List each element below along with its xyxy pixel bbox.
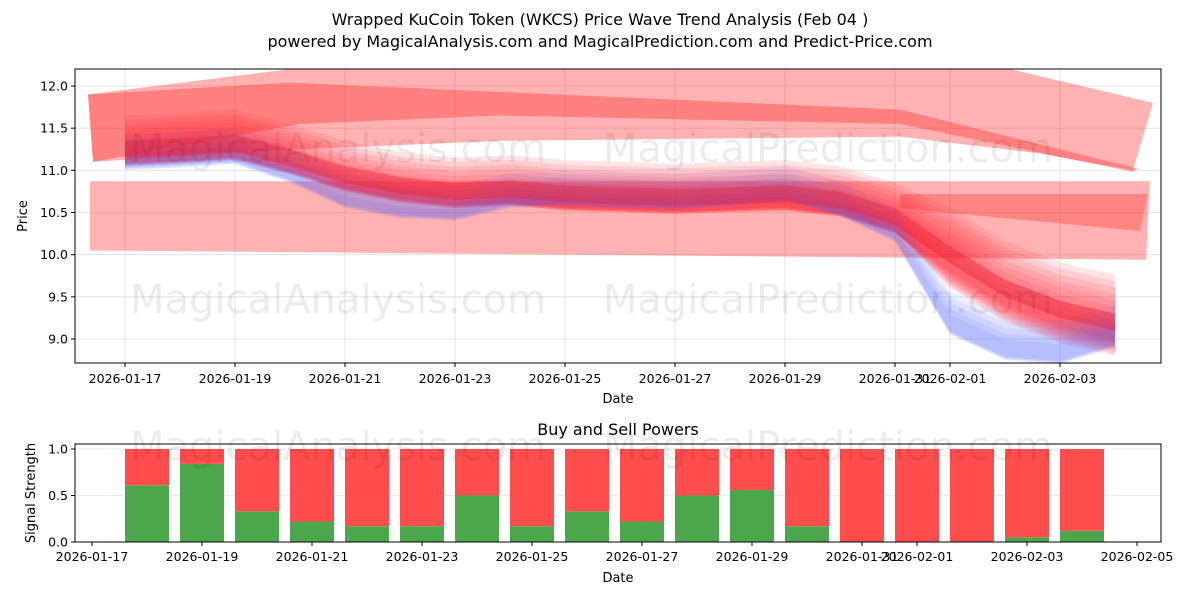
price-x-tick: 2026-01-17 (89, 371, 162, 386)
watermark-prediction-top: MagicalPrediction.com (603, 126, 1053, 172)
buy-bar (180, 463, 224, 542)
signal-x-tick: 2026-02-05 (1101, 549, 1174, 564)
signal-x-tick: 2026-01-27 (606, 549, 679, 564)
signal-y-tick: 0.5 (48, 488, 68, 503)
buy-bar (345, 526, 389, 542)
sell-bar (180, 449, 224, 464)
price-x-tick: 2026-01-31 (859, 371, 932, 386)
buy-bar (125, 485, 169, 542)
price-y-tick: 12.0 (40, 79, 68, 94)
price-x-tick: 2026-01-25 (529, 371, 602, 386)
buy-sell-title: Buy and Sell Powers (537, 420, 699, 439)
signal-x-tick: 2026-01-29 (716, 549, 789, 564)
buy-bar (675, 495, 719, 542)
signal-x-axis: 2026-01-17 2026-01-19 2026-01-21 2026-01-23… (56, 542, 1174, 564)
price-y-tick: 11.5 (40, 121, 68, 136)
buy-bar (620, 521, 664, 542)
chart-subtitle: powered by MagicalAnalysis.com and Magic… (267, 32, 933, 51)
buy-bar (290, 521, 334, 542)
sell-bar (895, 449, 939, 542)
price-y-label: Price (16, 200, 31, 232)
signal-x-tick: 2026-02-01 (881, 549, 954, 564)
price-y-axis: 9.0 9.5 10.0 10.5 11.0 11.5 12.0 (40, 79, 75, 347)
price-y-tick: 10.5 (40, 205, 68, 220)
signal-y-tick: 1.0 (48, 442, 68, 457)
price-x-tick: 2026-01-19 (199, 371, 272, 386)
buy-bar (235, 511, 279, 542)
sell-bar (730, 449, 774, 490)
watermark-analysis-bottom: MagicalAnalysis.com (130, 424, 546, 470)
buy-bar (565, 511, 609, 542)
price-bands (88, 69, 1153, 363)
price-axes-frame (74, 68, 1162, 364)
buy-sell-chart: Buy and Sell Powers MagicalAnalysis.com … (24, 420, 1173, 586)
price-x-axis: 2026-01-17 2026-01-19 2026-01-21 2026-01-23… (89, 363, 1097, 386)
signal-x-tick: 2026-01-25 (496, 549, 569, 564)
watermark-analysis-top: MagicalAnalysis.com (130, 126, 546, 172)
watermark-layer-bottom: MagicalAnalysis.com MagicalPrediction.co… (130, 424, 1053, 470)
watermark-prediction-mid: MagicalPrediction.com (603, 277, 1053, 323)
watermark-prediction-bottom: MagicalPrediction.com (603, 424, 1053, 470)
price-x-label: Date (602, 392, 633, 407)
watermark-analysis-mid: MagicalAnalysis.com (130, 277, 546, 323)
sell-bar (345, 449, 389, 527)
signal-y-axis: 0.0 0.5 1.0 (48, 442, 75, 550)
chart-title: Wrapped KuCoin Token (WKCS) Price Wave T… (331, 10, 869, 29)
sell-bar (125, 449, 169, 486)
sell-bar (400, 449, 444, 527)
sell-bar (290, 449, 334, 522)
sell-bar (455, 449, 499, 496)
price-y-tick: 11.0 (40, 163, 68, 178)
signal-y-tick: 0.0 (48, 535, 68, 550)
sell-bar (840, 449, 884, 542)
price-x-tick: 2026-01-29 (749, 371, 822, 386)
signal-x-tick: 2026-01-17 (56, 549, 129, 564)
signal-y-label: Signal Strength (24, 443, 39, 543)
signal-x-label: Date (602, 571, 633, 586)
sell-bar (565, 449, 609, 512)
sell-bar (675, 449, 719, 496)
buy-bar (730, 489, 774, 542)
price-x-tick: 2026-01-23 (419, 371, 492, 386)
sell-bar (950, 449, 994, 542)
buy-bar (785, 526, 829, 542)
signal-x-tick: 2026-01-23 (386, 549, 459, 564)
sell-bar (235, 449, 279, 512)
buy-bar (1005, 537, 1049, 542)
buy-bar (1060, 530, 1104, 542)
sell-bar (620, 449, 664, 522)
buy-bar (455, 495, 499, 542)
signal-x-tick: 2026-01-31 (826, 549, 899, 564)
price-x-tick: 2026-02-03 (1024, 371, 1097, 386)
signal-axes-frame (74, 443, 1162, 543)
sell-bar (510, 449, 554, 527)
price-grid (75, 69, 1161, 363)
watermark-layer: MagicalAnalysis.com MagicalPrediction.co… (130, 126, 1053, 323)
signal-x-tick: 2026-01-21 (276, 549, 349, 564)
price-x-tick: 2026-01-27 (639, 371, 712, 386)
price-y-tick: 9.0 (48, 332, 68, 347)
price-y-tick: 9.5 (48, 289, 68, 304)
buy-bar (400, 526, 444, 542)
price-wave-chart: MagicalAnalysis.com MagicalPrediction.co… (16, 68, 1162, 407)
price-x-tick: 2026-01-21 (309, 371, 382, 386)
price-y-tick: 10.0 (40, 247, 68, 262)
buy-bar (510, 526, 554, 542)
sell-bar (785, 449, 829, 527)
signal-bars (125, 449, 1104, 542)
sell-bar (1060, 449, 1104, 531)
sell-bar (1005, 449, 1049, 538)
price-x-tick: 2026-02-01 (914, 371, 987, 386)
signal-x-tick: 2026-02-03 (991, 549, 1064, 564)
signal-x-tick: 2026-01-19 (166, 549, 239, 564)
